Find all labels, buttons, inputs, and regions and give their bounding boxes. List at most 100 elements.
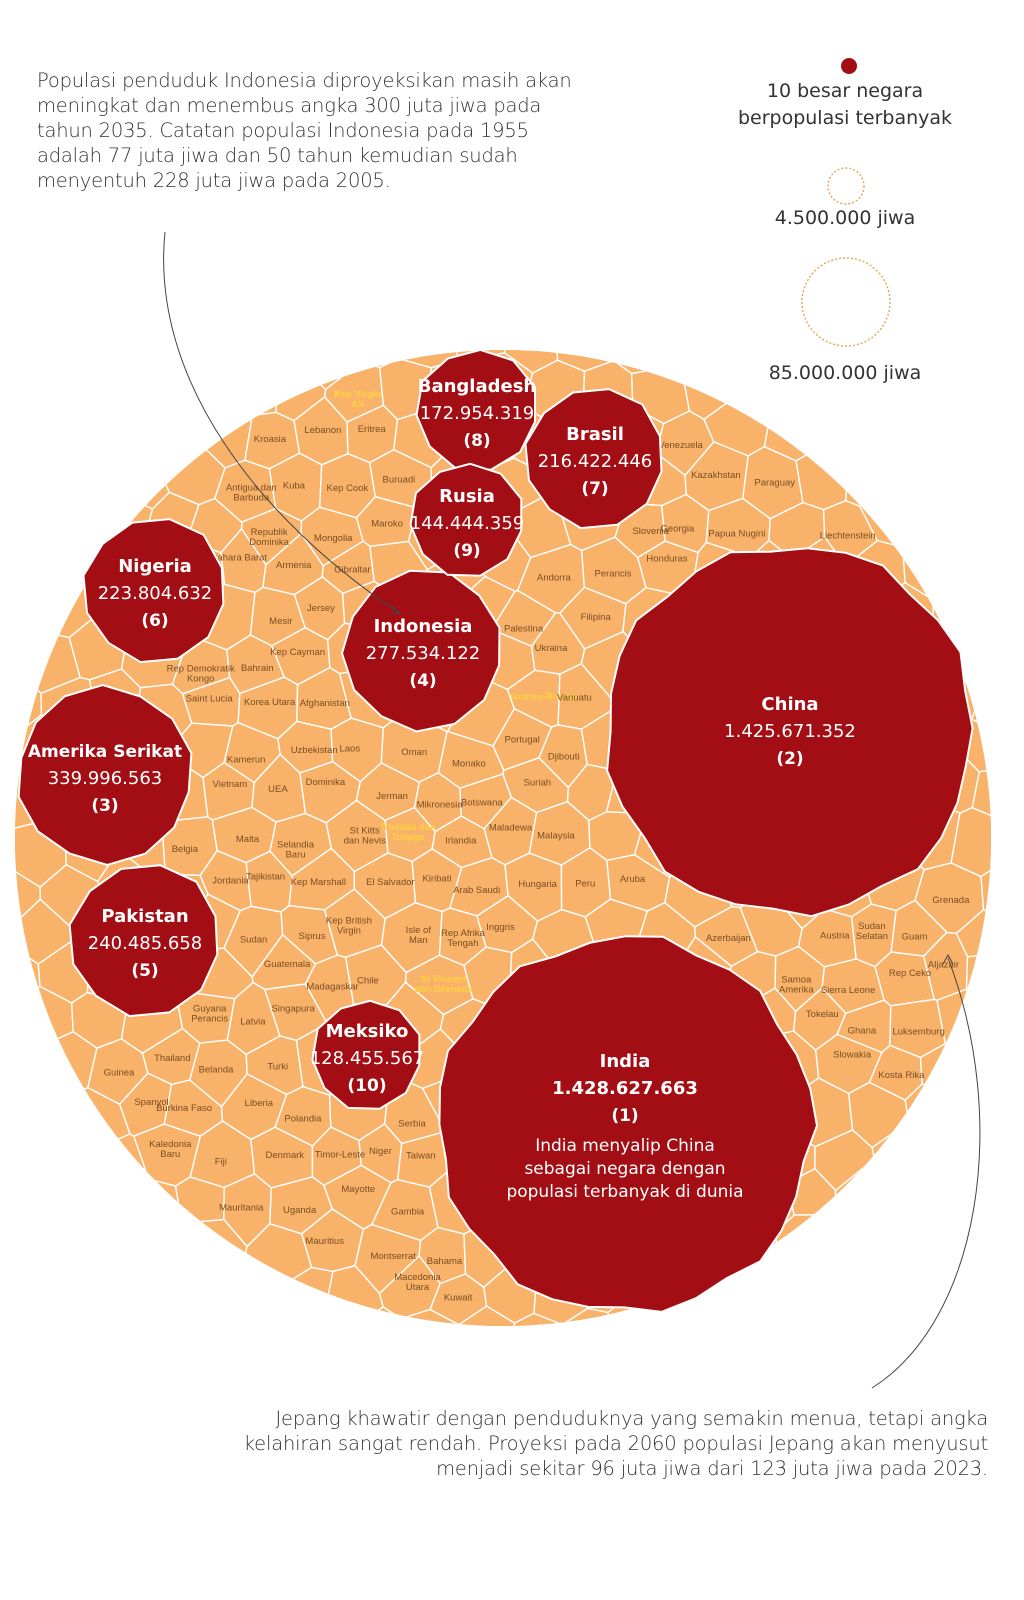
country-label: Korea Utara [244,697,296,708]
voronoi-cell [0,244,2,387]
country-label: Kep Virgin AS [334,389,382,410]
voronoi-cell [15,450,19,501]
top10-rank: (5) [131,961,158,981]
country-label: Kuba [283,481,306,492]
country-label: Kazakhstan [691,470,741,481]
voronoi-cell [793,1262,854,1324]
country-label: Hungaria [518,879,557,890]
country-label: Denmark [266,1150,305,1161]
country-label: Venezuela [658,440,703,451]
voronoi-cell [15,1034,35,1091]
country-label: Kep Cook [327,483,369,494]
voronoi-cell [664,350,721,384]
country-label: Kep British Virgin [326,915,372,936]
country-label: Eritrea [358,424,387,435]
country-label: Slowakia [833,1050,872,1061]
top10-name: Indonesia [374,616,473,637]
country-label: Suriah [524,778,551,789]
voronoi-cell [15,363,16,422]
country-label: Jordania [212,875,249,886]
legend-small-label: 4.500.000 jiwa [774,207,916,229]
indonesia-leader-arrow [390,605,402,614]
country-label: Maroko [371,518,403,529]
voronoi-cell [116,169,169,333]
country-label: Buruadi [383,475,416,486]
top10-rank: (2) [776,749,803,769]
voronoi-cell [902,157,966,329]
voronoi-cell [275,1266,334,1323]
indonesia-annotation: Populasi penduduk Indonesia diproyeksika… [37,69,572,192]
voronoi-cell [975,492,991,560]
country-label: Rep Ceko [889,968,931,979]
voronoi-cell [432,168,485,339]
voronoi-cell [950,806,991,878]
country-label: Uganda [283,1205,317,1216]
voronoi-cell [894,1271,949,1325]
top10-value: 223.804.632 [98,583,213,604]
country-label: Sudan Selatan [856,921,888,942]
voronoi-cell [927,1213,984,1279]
voronoi-cell [15,1217,38,1273]
top10-rank: (7) [581,479,608,499]
voronoi-cell [15,410,52,471]
voronoi-cell [15,446,77,510]
top10-value: 339.996.563 [48,768,163,789]
voronoi-cell [15,1293,43,1326]
country-label: St Vincent dan Grenada [414,974,473,995]
country-label: Jerman [376,791,408,802]
top10-value: 1.425.671.352 [724,721,856,742]
country-label: Macedonia Utara [394,1272,441,1293]
top10-name: China [761,694,818,715]
country-label: Austria [820,930,850,941]
japan-leader-line [871,957,981,1389]
country-label: Latvia [240,1016,266,1027]
top10-name: Brasil [566,424,624,445]
country-label: Mongolia [314,533,353,544]
top10-rank: (8) [463,431,490,451]
voronoi-cell [999,520,1024,624]
voronoi-cell [12,210,71,342]
voronoi-cell [813,402,863,455]
voronoi-cell [201,350,253,377]
voronoi-cell [457,1305,516,1326]
voronoi-cell [15,486,39,559]
country-label: Filipina [581,612,612,623]
country-label: Isle of Man [406,925,432,946]
voronoi-cell [21,1169,74,1227]
country-label: Arab Saudi [453,885,500,896]
voronoi-cell [980,1210,991,1277]
country-label: Polandia [284,1114,322,1125]
top10-rank: (6) [141,611,168,631]
voronoi-cell [945,1262,991,1326]
top10-cells: India 1.428.627.663 (1) India menyalip Chin… [17,348,974,1313]
country-label: Belgia [172,844,199,855]
legend-large-label: 85.000.000 jiwa [768,362,922,384]
country-label: Fiji [215,1157,227,1168]
top10-cell-china [606,547,974,918]
top10-value: 216.422.446 [538,451,653,472]
legend-top10-label: 10 besar negara berpopulasi terbanyak [737,80,953,129]
voronoi-cell [587,154,663,326]
country-label: Guinea-Bissau [510,691,577,702]
country-label: Bahrain [241,663,274,674]
voronoi-cell [15,1170,32,1229]
country-label: Madagaskar [306,982,358,993]
country-label: Belanda [199,1065,235,1076]
legend-large-circle [801,257,891,347]
country-label: Trinidad dan Tobago [380,822,437,843]
top10-cell-bangladesh [415,348,537,471]
voronoi-cell [15,350,54,376]
top10-cell-pakistan [68,864,219,1018]
voronoi-cell [861,405,924,457]
voronoi-cell [15,1291,17,1326]
country-label: Gambia [391,1207,425,1218]
country-label: Inggris [486,922,515,933]
voronoi-cell [134,1230,198,1285]
top10-value: 128.455.567 [310,1048,425,1069]
voronoi-cell [935,546,991,601]
country-label: Andorra [537,573,572,584]
country-label: Irlandia [445,836,477,847]
top10-rank: (1) [611,1106,638,1126]
top10-name: Nigeria [118,556,192,577]
voronoi-cell [975,1027,991,1086]
